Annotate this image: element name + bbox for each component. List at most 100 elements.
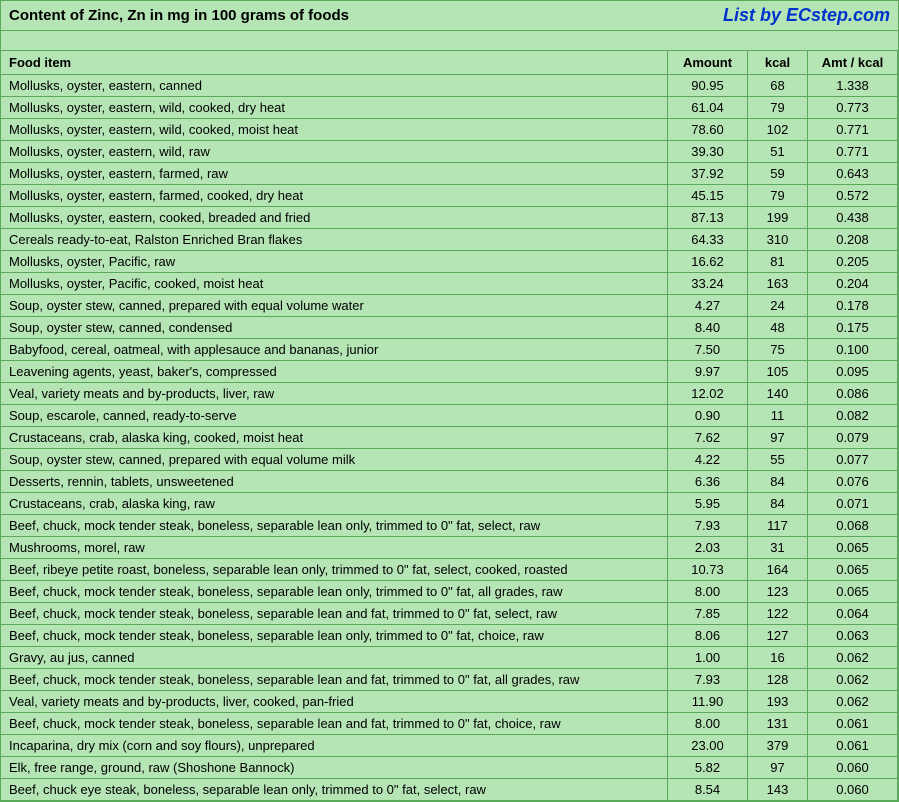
- cell-amount: 39.30: [668, 141, 748, 163]
- cell-amount: 8.40: [668, 317, 748, 339]
- cell-food-item: Veal, variety meats and by-products, liv…: [1, 691, 668, 713]
- cell-kcal: 84: [748, 471, 808, 493]
- cell-ratio: 0.204: [808, 273, 898, 295]
- cell-food-item: Beef, chuck, mock tender steak, boneless…: [1, 713, 668, 735]
- cell-kcal: 31: [748, 537, 808, 559]
- cell-kcal: 122: [748, 603, 808, 625]
- cell-kcal: 97: [748, 427, 808, 449]
- table-row: Mollusks, oyster, eastern, wild, cooked,…: [1, 97, 898, 119]
- table-row: Leavening agents, yeast, baker's, compre…: [1, 361, 898, 383]
- cell-amount: 7.93: [668, 515, 748, 537]
- cell-kcal: 117: [748, 515, 808, 537]
- table-row: Crustaceans, crab, alaska king, cooked, …: [1, 427, 898, 449]
- table-row: Desserts, rennin, tablets, unsweetened6.…: [1, 471, 898, 493]
- table-header-row: Food item Amount kcal Amt / kcal: [1, 51, 898, 75]
- header-bar: Content of Zinc, Zn in mg in 100 grams o…: [1, 1, 898, 31]
- cell-food-item: Beef, ribeye petite roast, boneless, sep…: [1, 559, 668, 581]
- cell-food-item: Incaparina, dry mix (corn and soy flours…: [1, 735, 668, 757]
- cell-food-item: Mollusks, oyster, eastern, farmed, raw: [1, 163, 668, 185]
- cell-amount: 10.73: [668, 559, 748, 581]
- cell-kcal: 79: [748, 97, 808, 119]
- cell-food-item: Mollusks, oyster, eastern, wild, cooked,…: [1, 119, 668, 141]
- table-row: Mollusks, oyster, eastern, wild, cooked,…: [1, 119, 898, 141]
- cell-food-item: Gravy, au jus, canned: [1, 647, 668, 669]
- cell-food-item: Babyfood, cereal, oatmeal, with applesau…: [1, 339, 668, 361]
- cell-ratio: 0.062: [808, 647, 898, 669]
- table-row: Veal, variety meats and by-products, liv…: [1, 691, 898, 713]
- cell-ratio: 0.208: [808, 229, 898, 251]
- spacer-row: [1, 31, 898, 51]
- cell-ratio: 0.068: [808, 515, 898, 537]
- cell-amount: 23.00: [668, 735, 748, 757]
- cell-amount: 5.95: [668, 493, 748, 515]
- table-row: Incaparina, dry mix (corn and soy flours…: [1, 735, 898, 757]
- cell-food-item: Beef, chuck, mock tender steak, boneless…: [1, 515, 668, 537]
- cell-kcal: 11: [748, 405, 808, 427]
- table-row: Beef, chuck, mock tender steak, boneless…: [1, 581, 898, 603]
- cell-ratio: 0.438: [808, 207, 898, 229]
- cell-amount: 7.93: [668, 669, 748, 691]
- table-row: Cereals ready-to-eat, Ralston Enriched B…: [1, 229, 898, 251]
- cell-ratio: 0.771: [808, 141, 898, 163]
- cell-amount: 7.50: [668, 339, 748, 361]
- table-body: Mollusks, oyster, eastern, canned90.9568…: [1, 75, 898, 801]
- table-row: Elk, free range, ground, raw (Shoshone B…: [1, 757, 898, 779]
- cell-amount: 9.97: [668, 361, 748, 383]
- cell-kcal: 79: [748, 185, 808, 207]
- cell-kcal: 84: [748, 493, 808, 515]
- table-row: Beef, chuck eye steak, boneless, separab…: [1, 779, 898, 801]
- cell-ratio: 0.086: [808, 383, 898, 405]
- cell-amount: 8.06: [668, 625, 748, 647]
- cell-kcal: 310: [748, 229, 808, 251]
- cell-ratio: 0.205: [808, 251, 898, 273]
- cell-ratio: 0.175: [808, 317, 898, 339]
- cell-amount: 90.95: [668, 75, 748, 97]
- cell-ratio: 0.178: [808, 295, 898, 317]
- cell-amount: 1.00: [668, 647, 748, 669]
- cell-ratio: 0.062: [808, 691, 898, 713]
- table-row: Beef, chuck, mock tender steak, boneless…: [1, 669, 898, 691]
- cell-food-item: Crustaceans, crab, alaska king, raw: [1, 493, 668, 515]
- col-header-kcal: kcal: [748, 51, 808, 75]
- cell-food-item: Beef, chuck, mock tender steak, boneless…: [1, 603, 668, 625]
- cell-food-item: Mollusks, oyster, eastern, wild, raw: [1, 141, 668, 163]
- cell-food-item: Leavening agents, yeast, baker's, compre…: [1, 361, 668, 383]
- page-title: Content of Zinc, Zn in mg in 100 grams o…: [9, 7, 349, 24]
- cell-kcal: 59: [748, 163, 808, 185]
- cell-food-item: Crustaceans, crab, alaska king, cooked, …: [1, 427, 668, 449]
- cell-kcal: 143: [748, 779, 808, 801]
- cell-amount: 37.92: [668, 163, 748, 185]
- cell-amount: 8.00: [668, 713, 748, 735]
- cell-kcal: 164: [748, 559, 808, 581]
- cell-amount: 7.85: [668, 603, 748, 625]
- cell-ratio: 0.065: [808, 537, 898, 559]
- cell-amount: 6.36: [668, 471, 748, 493]
- table-row: Soup, oyster stew, canned, prepared with…: [1, 449, 898, 471]
- cell-ratio: 0.064: [808, 603, 898, 625]
- cell-ratio: 0.065: [808, 581, 898, 603]
- cell-ratio: 0.773: [808, 97, 898, 119]
- cell-ratio: 0.065: [808, 559, 898, 581]
- cell-amount: 0.90: [668, 405, 748, 427]
- cell-amount: 5.82: [668, 757, 748, 779]
- cell-food-item: Soup, oyster stew, canned, prepared with…: [1, 295, 668, 317]
- table-row: Mollusks, oyster, eastern, farmed, raw37…: [1, 163, 898, 185]
- cell-amount: 78.60: [668, 119, 748, 141]
- cell-ratio: 0.060: [808, 779, 898, 801]
- cell-food-item: Beef, chuck, mock tender steak, boneless…: [1, 581, 668, 603]
- cell-amount: 61.04: [668, 97, 748, 119]
- cell-ratio: 0.572: [808, 185, 898, 207]
- cell-kcal: 16: [748, 647, 808, 669]
- table-row: Beef, chuck, mock tender steak, boneless…: [1, 515, 898, 537]
- table-row: Mushrooms, morel, raw2.03310.065: [1, 537, 898, 559]
- cell-ratio: 0.100: [808, 339, 898, 361]
- cell-food-item: Beef, chuck, mock tender steak, boneless…: [1, 625, 668, 647]
- table-row: Soup, oyster stew, canned, prepared with…: [1, 295, 898, 317]
- cell-ratio: 1.338: [808, 75, 898, 97]
- cell-ratio: 0.071: [808, 493, 898, 515]
- cell-ratio: 0.060: [808, 757, 898, 779]
- cell-kcal: 193: [748, 691, 808, 713]
- table-row: Soup, oyster stew, canned, condensed8.40…: [1, 317, 898, 339]
- table-row: Mollusks, oyster, eastern, farmed, cooke…: [1, 185, 898, 207]
- cell-ratio: 0.063: [808, 625, 898, 647]
